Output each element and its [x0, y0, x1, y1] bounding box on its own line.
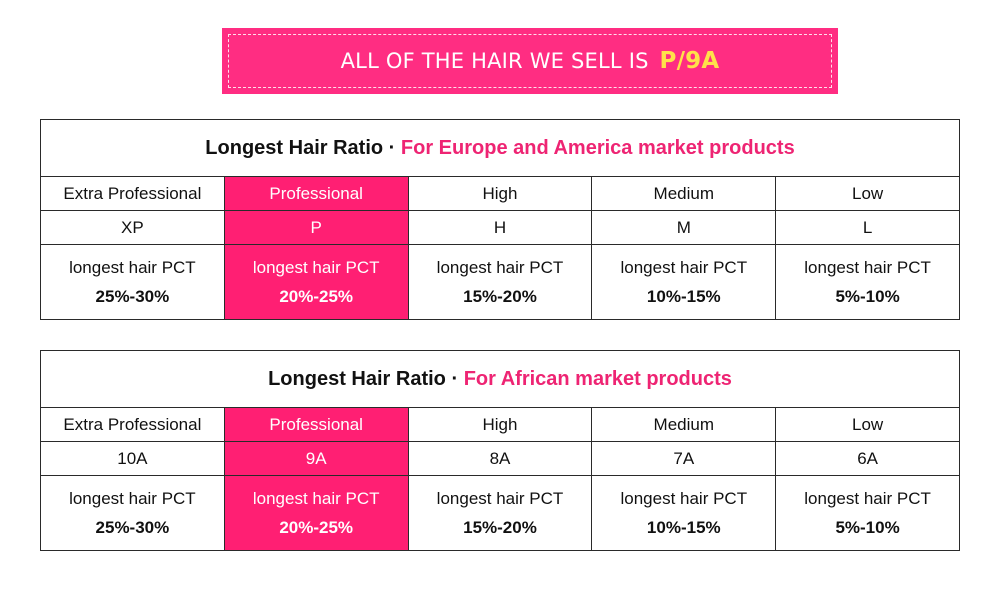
pct-value: 5%-10%	[835, 287, 900, 306]
header-banner: ALL OF THE HAIR WE SELL IS P/9A	[222, 28, 838, 94]
table-title-main: Longest Hair Ratio	[268, 367, 446, 390]
hair-ratio-table-europe-america: Longest Hair Ratio · For Europe and Amer…	[40, 119, 960, 320]
table-title-market: For Europe and America market products	[400, 136, 795, 159]
level-cell: Low	[775, 407, 960, 442]
level-cell: Low	[775, 176, 960, 211]
pct-cell: longest hair PCT 5%-10%	[775, 475, 960, 551]
pct-value: 25%-30%	[95, 287, 170, 306]
pct-row: longest hair PCT 25%-30% longest hair PCT…	[40, 244, 960, 320]
pct-cell: longest hair PCT 10%-15%	[591, 475, 777, 551]
pct-value: 20%-25%	[279, 287, 354, 306]
table-title-main: Longest Hair Ratio	[205, 136, 384, 159]
grade-code-cell-highlighted: P	[223, 210, 409, 245]
table-title: Longest Hair Ratio · For Europe and Amer…	[40, 119, 960, 177]
table-title-row: Longest Hair Ratio · For African market …	[40, 350, 960, 408]
level-cell: Extra Professional	[40, 407, 225, 442]
pct-value: 20%-25%	[279, 518, 354, 537]
grade-code-row: XP P H M L	[40, 210, 960, 245]
pct-cell: longest hair PCT 25%-30%	[40, 475, 225, 551]
grade-code-cell-highlighted: 9A	[223, 441, 409, 476]
table-title-separator: ·	[388, 136, 396, 159]
level-cell: Medium	[591, 407, 777, 442]
banner-statement: ALL OF THE HAIR WE SELL IS	[340, 49, 649, 73]
pct-cell: longest hair PCT 10%-15%	[591, 244, 777, 320]
level-cell-highlighted: Professional	[223, 407, 409, 442]
table-title-row: Longest Hair Ratio · For Europe and Amer…	[40, 119, 960, 177]
pct-value: 5%-10%	[835, 518, 900, 537]
level-row: Extra Professional Professional High Med…	[40, 407, 960, 442]
pct-value: 10%-15%	[646, 518, 721, 537]
pct-label: longest hair PCT	[620, 489, 748, 508]
grade-code-cell: M	[591, 210, 777, 245]
pct-cell: longest hair PCT 5%-10%	[775, 244, 960, 320]
grade-code-cell: 7A	[591, 441, 777, 476]
pct-value: 25%-30%	[95, 518, 170, 537]
grade-code-row: 10A 9A 8A 7A 6A	[40, 441, 960, 476]
banner-text: ALL OF THE HAIR WE SELL IS P/9A	[341, 48, 720, 74]
grade-code-cell: 10A	[40, 441, 225, 476]
pct-label: longest hair PCT	[69, 258, 196, 277]
pct-label: longest hair PCT	[252, 258, 380, 277]
pct-cell-highlighted: longest hair PCT 20%-25%	[223, 244, 409, 320]
table-title-separator: ·	[451, 367, 459, 390]
level-cell: High	[407, 407, 593, 442]
banner-grade: P/9A	[659, 48, 720, 74]
grade-code-cell: H	[407, 210, 593, 245]
pct-label: longest hair PCT	[620, 258, 748, 277]
pct-cell: longest hair PCT 25%-30%	[40, 244, 225, 320]
level-cell: Extra Professional	[40, 176, 225, 211]
level-cell: High	[407, 176, 593, 211]
grade-code-cell: L	[775, 210, 960, 245]
pct-value: 15%-20%	[463, 287, 537, 306]
level-row: Extra Professional Professional High Med…	[40, 176, 960, 211]
grade-code-cell: XP	[40, 210, 225, 245]
hair-ratio-table-african: Longest Hair Ratio · For African market …	[40, 350, 960, 551]
pct-cell-highlighted: longest hair PCT 20%-25%	[223, 475, 409, 551]
pct-label: longest hair PCT	[436, 489, 564, 508]
pct-value: 15%-20%	[463, 518, 537, 537]
pct-cell: longest hair PCT 15%-20%	[407, 475, 593, 551]
pct-label: longest hair PCT	[69, 489, 196, 508]
table-title-market: For African market products	[463, 367, 732, 390]
pct-value: 10%-15%	[646, 287, 721, 306]
pct-label: longest hair PCT	[436, 258, 564, 277]
pct-label: longest hair PCT	[804, 489, 931, 508]
table-title: Longest Hair Ratio · For African market …	[40, 350, 960, 408]
pct-label: longest hair PCT	[804, 258, 931, 277]
grade-code-cell: 8A	[407, 441, 593, 476]
level-cell-highlighted: Professional	[223, 176, 409, 211]
pct-label: longest hair PCT	[252, 489, 380, 508]
level-cell: Medium	[591, 176, 777, 211]
pct-cell: longest hair PCT 15%-20%	[407, 244, 593, 320]
pct-row: longest hair PCT 25%-30% longest hair PCT…	[40, 475, 960, 551]
grade-code-cell: 6A	[775, 441, 960, 476]
